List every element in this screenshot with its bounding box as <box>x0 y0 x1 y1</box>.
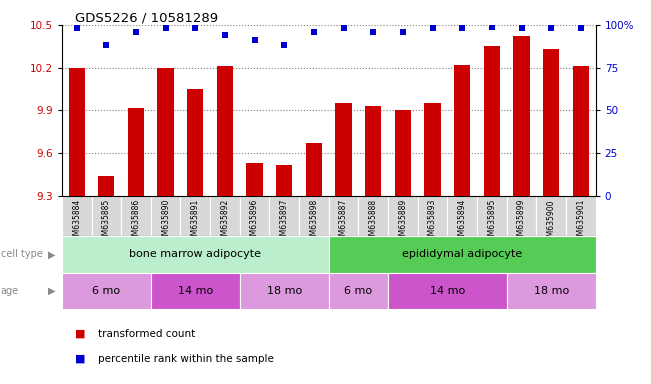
Bar <box>329 236 596 273</box>
Point <box>487 23 497 30</box>
Text: GSM635899: GSM635899 <box>517 199 526 245</box>
Bar <box>329 196 359 236</box>
Bar <box>151 196 180 236</box>
Point <box>457 25 467 31</box>
Bar <box>98 176 115 196</box>
Bar <box>573 66 589 196</box>
Bar <box>454 65 471 196</box>
Text: GSM635884: GSM635884 <box>72 199 81 245</box>
Text: GSM635901: GSM635901 <box>576 199 585 245</box>
Bar <box>506 196 536 236</box>
Text: GSM635895: GSM635895 <box>488 199 496 245</box>
Text: 14 mo: 14 mo <box>178 286 213 296</box>
Bar <box>276 164 292 196</box>
Text: bone marrow adipocyte: bone marrow adipocyte <box>130 249 261 260</box>
Bar <box>447 196 477 236</box>
Text: cell type: cell type <box>1 249 42 260</box>
Text: GSM635891: GSM635891 <box>191 199 200 245</box>
Point <box>575 25 586 31</box>
Text: GSM635886: GSM635886 <box>132 199 141 245</box>
Point <box>279 42 290 48</box>
Point <box>398 29 408 35</box>
Bar <box>566 196 596 236</box>
Text: 18 mo: 18 mo <box>534 286 569 296</box>
Bar <box>128 108 144 196</box>
Bar <box>536 196 566 236</box>
Bar <box>62 196 92 236</box>
Bar <box>158 68 174 196</box>
Text: GDS5226 / 10581289: GDS5226 / 10581289 <box>75 12 218 25</box>
Text: ▶: ▶ <box>48 249 55 260</box>
Text: GSM635897: GSM635897 <box>280 199 289 245</box>
Text: epididymal adipocyte: epididymal adipocyte <box>402 249 522 260</box>
Text: 18 mo: 18 mo <box>267 286 302 296</box>
Bar <box>543 49 559 196</box>
Bar <box>247 163 263 196</box>
Bar <box>329 273 388 309</box>
Point <box>220 32 230 38</box>
Bar <box>121 196 151 236</box>
Point <box>427 25 437 31</box>
Bar <box>359 196 388 236</box>
Bar <box>506 273 596 309</box>
Bar <box>418 196 447 236</box>
Bar <box>365 106 381 196</box>
Bar <box>395 111 411 196</box>
Point <box>546 25 557 31</box>
Text: ■: ■ <box>75 354 85 364</box>
Bar <box>388 196 418 236</box>
Text: GSM635894: GSM635894 <box>458 199 467 245</box>
Bar <box>187 89 204 196</box>
Text: GSM635900: GSM635900 <box>547 199 556 245</box>
Text: 6 mo: 6 mo <box>344 286 372 296</box>
Point <box>249 37 260 43</box>
Bar <box>514 36 530 196</box>
Text: GSM635898: GSM635898 <box>309 199 318 245</box>
Text: GSM635893: GSM635893 <box>428 199 437 245</box>
Text: 6 mo: 6 mo <box>92 286 120 296</box>
Text: GSM635885: GSM635885 <box>102 199 111 245</box>
Bar <box>424 103 441 196</box>
Bar <box>92 196 121 236</box>
Point <box>368 29 378 35</box>
Bar <box>180 196 210 236</box>
Bar <box>240 273 329 309</box>
Bar <box>217 66 233 196</box>
Text: age: age <box>1 286 19 296</box>
Bar <box>151 273 240 309</box>
Point <box>339 25 349 31</box>
Bar <box>270 196 299 236</box>
Point <box>190 25 201 31</box>
Bar <box>484 46 500 196</box>
Bar <box>477 196 506 236</box>
Text: transformed count: transformed count <box>98 329 195 339</box>
Text: ■: ■ <box>75 329 85 339</box>
Bar <box>62 273 151 309</box>
Text: GSM635889: GSM635889 <box>398 199 408 245</box>
Text: GSM635890: GSM635890 <box>161 199 170 245</box>
Bar <box>210 196 240 236</box>
Text: ▶: ▶ <box>48 286 55 296</box>
Bar <box>68 68 85 196</box>
Bar <box>299 196 329 236</box>
Text: GSM635887: GSM635887 <box>339 199 348 245</box>
Text: percentile rank within the sample: percentile rank within the sample <box>98 354 273 364</box>
Bar <box>62 236 329 273</box>
Text: GSM635892: GSM635892 <box>221 199 229 245</box>
Bar <box>306 143 322 196</box>
Point <box>131 29 141 35</box>
Text: GSM635896: GSM635896 <box>250 199 259 245</box>
Bar <box>388 273 506 309</box>
Point <box>309 29 319 35</box>
Bar <box>335 103 352 196</box>
Text: GSM635888: GSM635888 <box>368 199 378 245</box>
Point <box>101 42 111 48</box>
Bar <box>240 196 270 236</box>
Point <box>72 25 82 31</box>
Point <box>160 25 171 31</box>
Point <box>516 25 527 31</box>
Text: 14 mo: 14 mo <box>430 286 465 296</box>
